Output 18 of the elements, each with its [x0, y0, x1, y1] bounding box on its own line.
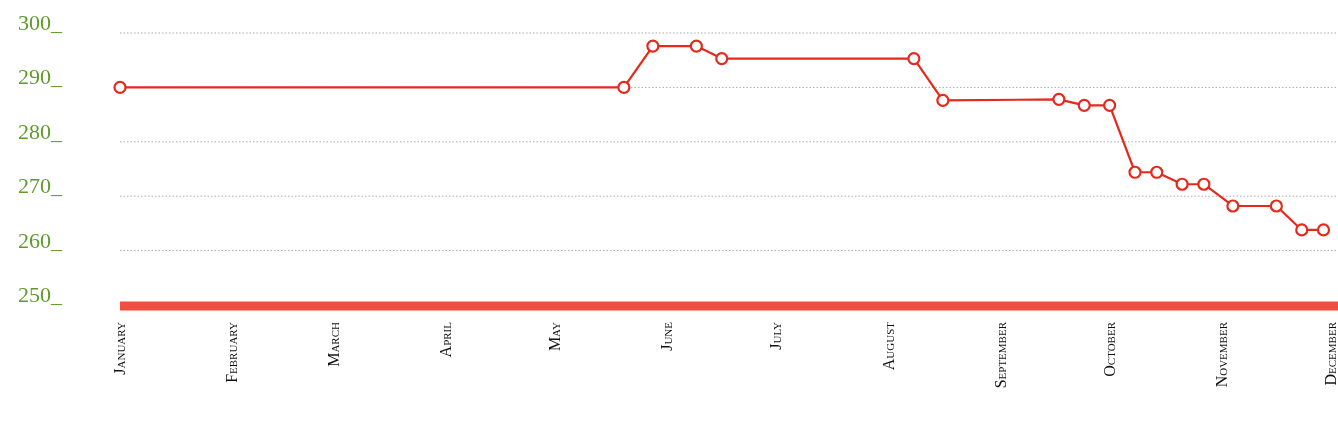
x-tick-label: December [1321, 321, 1338, 386]
y-tick-label: 290_ [18, 64, 63, 90]
x-tick-label: August [879, 321, 897, 371]
x-tick-label: February [223, 321, 241, 383]
x-tick-label: June [658, 321, 676, 351]
x-tick-label: January [111, 321, 128, 375]
y-tick-label: 280_ [18, 118, 63, 144]
x-tick-label: November [1213, 321, 1230, 388]
x-tick-label: July [767, 321, 785, 350]
y-tick-label: 260_ [18, 227, 63, 253]
x-tick-label: March [324, 321, 342, 367]
x-tick-label: October [1100, 321, 1118, 377]
x-tick-label: April [437, 321, 455, 358]
x-tick-label: September [991, 321, 1009, 389]
y-tick-label: 250_ [18, 282, 63, 307]
x-tick-label: May [546, 321, 563, 352]
y-tick-label: 270_ [18, 173, 63, 199]
y-tick-label: 300_ [18, 10, 63, 35]
